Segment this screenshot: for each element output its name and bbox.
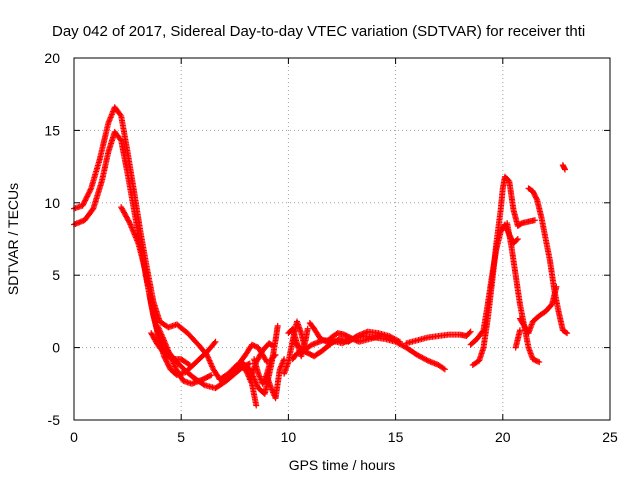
data-point-arc1 [84,193,91,200]
data-point-arc5 [186,361,193,368]
data-point-arc3 [165,362,172,369]
x-tick-label: 20 [495,429,511,445]
data-point-arc13 [440,365,447,372]
data-point-arc3 [164,361,171,368]
data-point-arc23 [561,166,568,173]
data-point-arc3 [164,359,171,366]
data-point-arc21 [553,283,560,290]
chart-title: Day 042 of 2017, Sidereal Day-to-day VTE… [52,23,585,40]
data-point-arc17 [531,217,538,224]
data-point-arc1 [85,190,92,197]
data-point-arc19 [536,359,543,366]
data-point-arc1 [86,189,93,196]
data-point-arc12 [304,325,311,332]
data-point-arc13 [423,356,430,363]
data-point-arc1 [82,196,89,203]
data-point-arc1 [80,200,87,207]
data-point-arc10 [274,322,281,329]
data-point-arc16 [466,329,473,336]
data-point-arc14 [396,338,403,345]
data-point-arc1 [81,198,88,205]
y-tick-label: 5 [52,267,60,283]
data-point-arc13 [441,366,448,373]
data-point-arc18 [513,237,520,244]
data-point-arc17 [505,176,512,183]
data-point-arc18 [479,328,486,335]
data-point-arc3 [162,357,169,364]
data-point-arc1 [84,192,91,199]
y-tick-label: 0 [52,340,60,356]
data-point-arc5 [185,361,192,368]
x-tick-label: 15 [388,429,404,445]
data-point-arc2 [89,206,96,213]
data-point-arc16 [467,328,474,335]
data-point-arc3 [211,339,218,346]
data-point-arc1 [117,111,124,118]
data-point-arc3 [166,363,173,370]
y-axis-label: SDTVAR / TECUs [5,183,21,295]
data-point-arc2 [200,381,207,388]
data-point-arc3 [126,218,133,225]
data-point-arc15 [377,333,384,340]
data-point-arc20 [564,330,571,337]
data-point-arc3 [212,338,219,345]
data-point-arc18 [514,236,521,242]
grid-lines [74,58,610,420]
y-tick-label: 10 [44,195,60,211]
x-tick-label: 25 [602,429,618,445]
data-point-arc4 [206,372,213,379]
data-point-arc20 [533,195,540,202]
x-tick-label: 0 [70,429,78,445]
x-tick-label: 10 [281,429,297,445]
data-point-arc6 [253,402,260,409]
data-point-arc1 [83,194,90,201]
data-point-arc2 [117,136,124,143]
data-point-arc1 [87,186,94,193]
y-tick-label: 15 [44,122,60,138]
data-points [71,104,571,409]
data-point-arc4 [208,372,215,379]
data-point-arc1 [82,197,89,204]
x-axis-label: GPS time / hours [289,457,396,473]
data-point-arc1 [86,187,93,194]
data-point-arc5 [168,355,175,362]
data-point-arc2 [246,360,253,367]
axis-ticks: 0 5 10 15 20 25 -5 0 5 10 15 20 [44,50,618,445]
x-tick-label: 5 [177,429,185,445]
data-point-arc3 [163,358,170,365]
y-tick-label: 20 [44,50,60,66]
data-point-arc22 [516,327,523,334]
y-tick-label: -5 [48,412,61,428]
data-point-arc1 [80,201,87,208]
data-point-arc1 [79,202,86,209]
plot-frame [73,57,611,421]
data-point-arc20 [563,329,570,336]
data-point-arc14 [395,338,402,345]
